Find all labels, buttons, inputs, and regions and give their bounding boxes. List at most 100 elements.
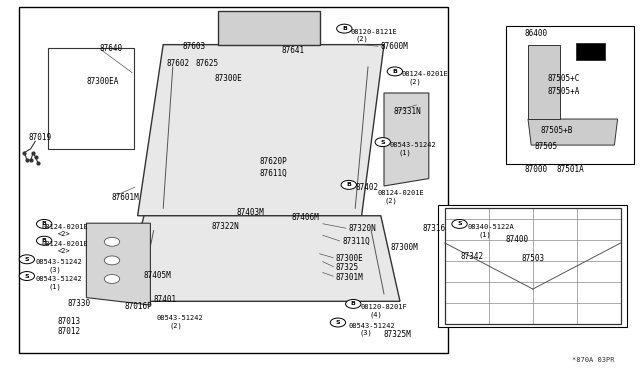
Polygon shape bbox=[122, 216, 400, 301]
Text: 87325: 87325 bbox=[336, 263, 359, 272]
Text: 87505+A: 87505+A bbox=[547, 87, 580, 96]
Text: 87019: 87019 bbox=[29, 133, 52, 142]
Text: 87300E: 87300E bbox=[214, 74, 242, 83]
Text: 87401: 87401 bbox=[154, 295, 177, 304]
Text: 87325M: 87325M bbox=[384, 330, 412, 339]
Circle shape bbox=[104, 275, 120, 283]
Text: (2): (2) bbox=[355, 36, 368, 42]
Text: (1): (1) bbox=[398, 149, 411, 156]
Circle shape bbox=[36, 219, 52, 228]
Bar bbox=[506, 26, 634, 164]
Circle shape bbox=[337, 24, 352, 33]
Text: 87603: 87603 bbox=[182, 42, 205, 51]
Text: 87600M: 87600M bbox=[381, 42, 408, 51]
Text: 87620P: 87620P bbox=[259, 157, 287, 166]
Text: 87641: 87641 bbox=[282, 46, 305, 55]
Circle shape bbox=[452, 219, 467, 228]
Polygon shape bbox=[86, 223, 150, 305]
Text: (3): (3) bbox=[48, 266, 61, 273]
Bar bbox=[445, 208, 621, 324]
Text: 87311Q: 87311Q bbox=[342, 237, 370, 246]
Text: 08120-8201F: 08120-8201F bbox=[360, 304, 407, 310]
Circle shape bbox=[387, 67, 403, 76]
Text: S: S bbox=[335, 320, 340, 325]
Bar bbox=[576, 43, 605, 60]
Text: S: S bbox=[380, 140, 385, 145]
Text: 87501A: 87501A bbox=[557, 165, 584, 174]
Circle shape bbox=[341, 180, 356, 189]
Text: 87342: 87342 bbox=[461, 252, 484, 261]
Text: B: B bbox=[342, 26, 347, 31]
Text: B: B bbox=[351, 301, 356, 307]
Circle shape bbox=[19, 272, 35, 280]
Polygon shape bbox=[138, 45, 384, 216]
Text: 87301M: 87301M bbox=[336, 273, 364, 282]
Text: 87406M: 87406M bbox=[291, 213, 319, 222]
Text: 08124-0201E: 08124-0201E bbox=[378, 190, 424, 196]
Text: 08124-0201E: 08124-0201E bbox=[42, 224, 88, 230]
Text: 87320N: 87320N bbox=[349, 224, 376, 233]
Text: 87505+C: 87505+C bbox=[547, 74, 580, 83]
Text: 87640: 87640 bbox=[99, 44, 122, 53]
Text: 87503: 87503 bbox=[522, 254, 545, 263]
Text: (3): (3) bbox=[360, 330, 372, 336]
Text: 87316: 87316 bbox=[422, 224, 445, 233]
Polygon shape bbox=[528, 119, 618, 145]
Text: 87300E: 87300E bbox=[336, 254, 364, 263]
Text: S: S bbox=[24, 273, 29, 279]
Text: B: B bbox=[42, 221, 47, 227]
Text: B: B bbox=[392, 69, 397, 74]
Text: (1): (1) bbox=[478, 231, 491, 238]
Text: 08124-0201E: 08124-0201E bbox=[42, 241, 88, 247]
Text: 87330: 87330 bbox=[67, 299, 90, 308]
Polygon shape bbox=[48, 48, 134, 149]
Circle shape bbox=[19, 255, 35, 264]
Text: 08340-5122A: 08340-5122A bbox=[467, 224, 514, 230]
Text: (4): (4) bbox=[370, 311, 383, 318]
Bar bbox=[438, 205, 627, 327]
Text: 87016P: 87016P bbox=[125, 302, 152, 311]
Text: 87602: 87602 bbox=[166, 59, 189, 68]
Text: 87322N: 87322N bbox=[211, 222, 239, 231]
Text: S: S bbox=[457, 221, 462, 227]
Bar bbox=[19, 7, 448, 353]
Text: (2): (2) bbox=[384, 198, 397, 204]
Polygon shape bbox=[384, 93, 429, 186]
Text: 87300EA: 87300EA bbox=[86, 77, 119, 86]
Text: 08543-51242: 08543-51242 bbox=[389, 142, 436, 148]
Text: 87505+B: 87505+B bbox=[541, 126, 573, 135]
Circle shape bbox=[36, 236, 52, 245]
Text: 08543-51242: 08543-51242 bbox=[157, 315, 204, 321]
Text: (2): (2) bbox=[170, 322, 182, 329]
Text: *870A 03PR: *870A 03PR bbox=[572, 357, 614, 363]
Circle shape bbox=[375, 138, 390, 147]
Text: 87611Q: 87611Q bbox=[259, 169, 287, 177]
Circle shape bbox=[104, 256, 120, 265]
Polygon shape bbox=[218, 11, 320, 45]
Text: <2>: <2> bbox=[58, 248, 70, 254]
Text: 08543-51242: 08543-51242 bbox=[349, 323, 396, 328]
Polygon shape bbox=[528, 45, 560, 119]
Circle shape bbox=[330, 318, 346, 327]
Text: 87400: 87400 bbox=[506, 235, 529, 244]
Text: 87601M: 87601M bbox=[112, 193, 140, 202]
Text: 87405M: 87405M bbox=[144, 271, 172, 280]
Text: (1): (1) bbox=[48, 283, 61, 290]
Text: 87331N: 87331N bbox=[394, 107, 421, 116]
Text: <2>: <2> bbox=[58, 231, 70, 237]
Text: 87402: 87402 bbox=[355, 183, 378, 192]
Text: B: B bbox=[346, 182, 351, 187]
Text: 87505: 87505 bbox=[534, 142, 557, 151]
Text: 87013: 87013 bbox=[58, 317, 81, 326]
Text: 87012: 87012 bbox=[58, 327, 81, 336]
Circle shape bbox=[104, 237, 120, 246]
Text: S: S bbox=[24, 257, 29, 262]
Text: 08543-51242: 08543-51242 bbox=[35, 276, 82, 282]
Text: B: B bbox=[42, 238, 47, 243]
Text: 87300M: 87300M bbox=[390, 243, 418, 252]
Text: 08120-8121E: 08120-8121E bbox=[351, 29, 397, 35]
Circle shape bbox=[346, 299, 361, 308]
Text: 86400: 86400 bbox=[525, 29, 548, 38]
Text: 87403M: 87403M bbox=[237, 208, 264, 217]
Text: 08124-0201E: 08124-0201E bbox=[401, 71, 448, 77]
